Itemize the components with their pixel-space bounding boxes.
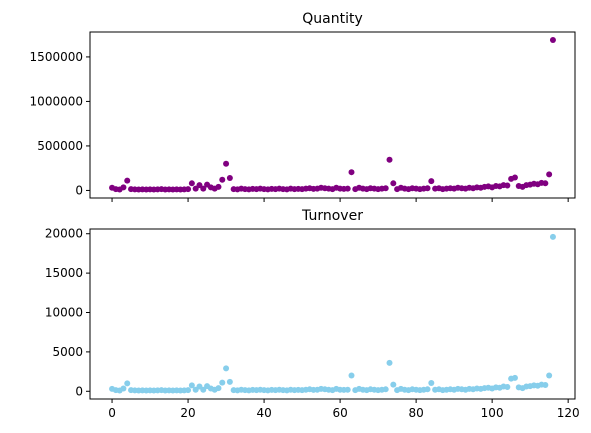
y-tick-label: 500000: [37, 139, 83, 153]
data-point: [348, 169, 355, 176]
data-point: [382, 185, 389, 192]
data-point: [428, 178, 435, 185]
data-point: [390, 180, 397, 187]
plot-frame: [89, 228, 576, 400]
data-point: [223, 160, 230, 167]
data-point: [511, 174, 518, 181]
x-tick-label: 60: [332, 406, 347, 420]
y-tick-label: 1000000: [30, 94, 83, 108]
data-point: [219, 379, 226, 386]
x-tick-label: 20: [180, 406, 195, 420]
y-tick-label: 10000: [45, 306, 83, 320]
chart-title: Quantity: [302, 11, 363, 27]
y-tick-label: 1500000: [30, 50, 83, 64]
data-point: [200, 185, 207, 192]
data-point: [386, 359, 393, 366]
data-point: [424, 386, 431, 393]
x-tick-label: 40: [256, 406, 271, 420]
data-point: [382, 386, 389, 393]
y-tick-label: 0: [75, 183, 83, 197]
data-point: [120, 385, 127, 392]
data-point: [215, 183, 222, 190]
data-point: [188, 180, 195, 187]
x-tick-label: 120: [557, 406, 580, 420]
data-point: [348, 372, 355, 379]
subplot-1: Quantity 0 500000 1000000 1500000: [30, 11, 576, 202]
y-tick-label: 20000: [45, 227, 83, 241]
data-point: [504, 182, 511, 189]
x-tick-label: 100: [481, 406, 504, 420]
data-point: [386, 156, 393, 163]
data-point: [226, 174, 233, 181]
y-tick-label: 15000: [45, 266, 83, 280]
data-point: [549, 233, 556, 240]
data-point: [546, 171, 553, 178]
data-point: [504, 383, 511, 390]
y-tick-label: 5000: [52, 345, 83, 359]
data-point: [344, 386, 351, 393]
data-point: [196, 182, 203, 189]
data-point: [188, 382, 195, 389]
data-point: [542, 381, 549, 388]
data-point: [185, 387, 192, 394]
data-points: [109, 233, 556, 394]
x-tick-label: 80: [408, 406, 423, 420]
data-point: [549, 37, 556, 44]
data-point: [344, 185, 351, 192]
data-point: [120, 184, 127, 191]
data-points: [109, 37, 556, 193]
data-point: [542, 180, 549, 187]
data-point: [428, 380, 435, 387]
data-point: [192, 185, 199, 192]
data-point: [223, 365, 230, 372]
data-point: [215, 385, 222, 392]
data-point: [424, 185, 431, 192]
data-point: [219, 176, 226, 183]
y-tick-label: 0: [75, 384, 83, 398]
subplot-2: Turnover 0 5000 10000 15000 20000 0 20 40 60 80 100…: [45, 208, 580, 420]
x-tick-label: 0: [108, 406, 116, 420]
data-point: [185, 186, 192, 193]
data-point: [546, 372, 553, 379]
data-point: [226, 378, 233, 385]
plot-frame: [89, 31, 576, 199]
data-point: [390, 381, 397, 388]
data-point: [511, 374, 518, 381]
data-point: [200, 386, 207, 393]
data-point: [124, 177, 131, 184]
chart-title: Turnover: [301, 208, 363, 224]
data-point: [124, 380, 131, 387]
